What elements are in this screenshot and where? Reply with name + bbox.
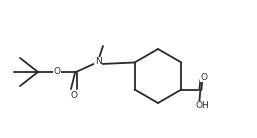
- Text: O: O: [70, 91, 78, 99]
- Text: N: N: [95, 58, 101, 67]
- Text: OH: OH: [196, 101, 209, 110]
- Text: O: O: [201, 73, 208, 82]
- Text: O: O: [53, 67, 60, 76]
